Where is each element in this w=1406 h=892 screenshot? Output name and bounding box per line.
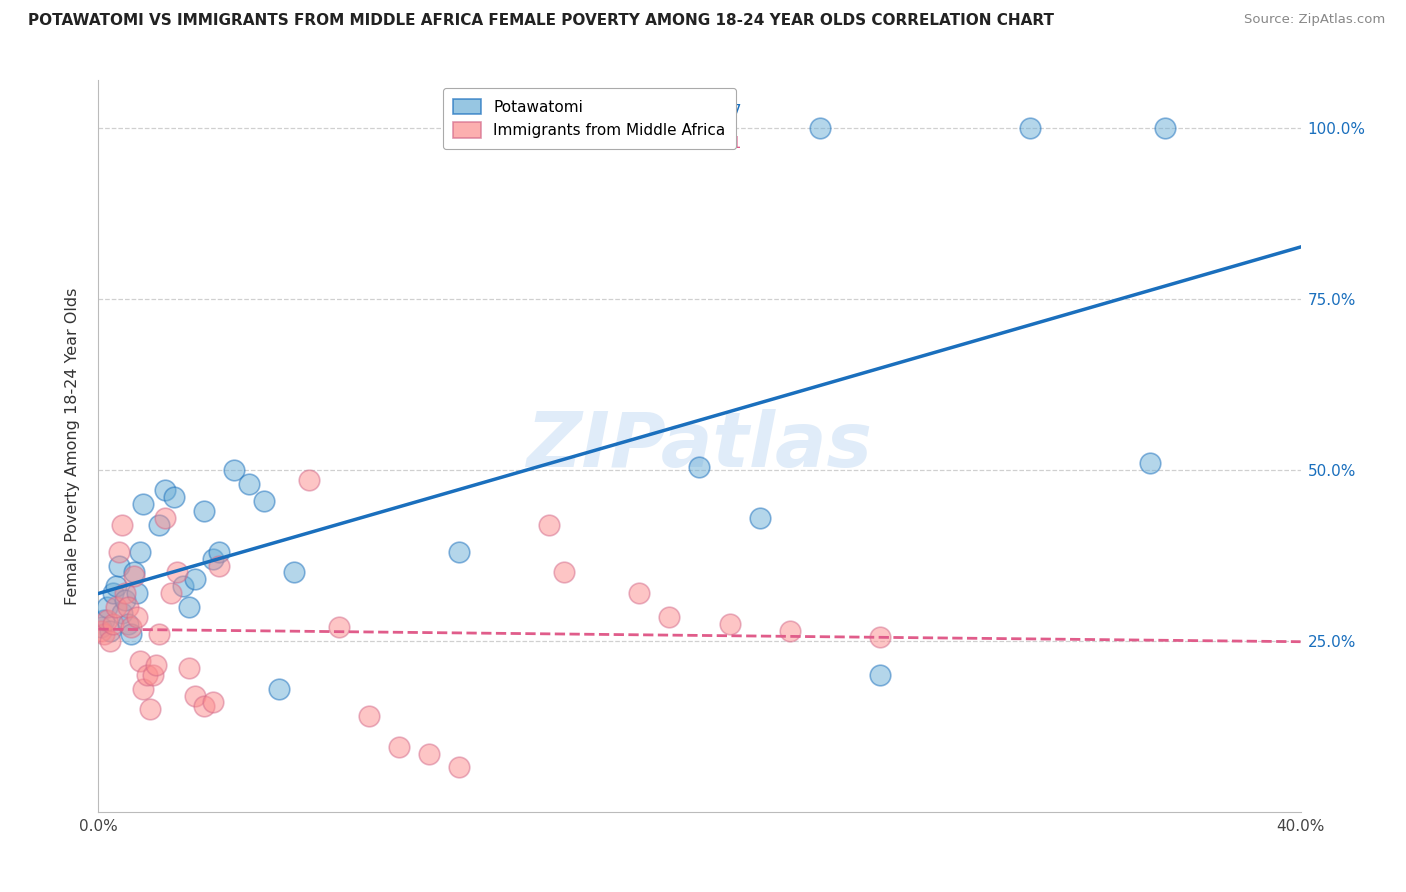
Point [114,592,136,607]
Point [93,613,115,627]
Point [298,473,321,487]
Point [718,616,741,631]
Point [153,510,176,524]
Y-axis label: Female Poverty Among 18-24 Year Olds: Female Poverty Among 18-24 Year Olds [65,287,80,605]
Point [148,627,170,641]
Point [328,620,350,634]
Point [283,566,305,580]
Point [779,624,801,638]
Point [869,668,891,682]
Point [253,493,276,508]
Point [90,620,112,634]
Point [127,610,149,624]
Point [103,586,125,600]
Point [117,599,139,614]
Point [117,616,139,631]
Point [628,586,651,600]
Point [162,490,184,504]
Point [96,599,118,614]
Point [166,566,188,580]
Point [145,657,167,672]
Point [114,586,136,600]
Point [1139,456,1161,470]
Point [121,620,143,634]
Point [108,558,131,573]
Point [1019,121,1042,136]
Point [172,579,194,593]
Point [138,702,160,716]
Point [132,497,155,511]
Text: POTAWATOMI VS IMMIGRANTS FROM MIDDLE AFRICA FEMALE POVERTY AMONG 18-24 YEAR OLDS: POTAWATOMI VS IMMIGRANTS FROM MIDDLE AFR… [28,13,1054,29]
Point [124,566,146,580]
Point [183,572,205,586]
Point [553,566,575,580]
Point [96,613,118,627]
Point [105,599,128,614]
Point [447,760,470,774]
Point [238,476,260,491]
Point [201,695,224,709]
Point [159,586,181,600]
Point [100,633,122,648]
Point [90,624,112,638]
Point [135,668,157,682]
Point [208,558,231,573]
Point [447,545,470,559]
Point [129,545,152,559]
Point [108,545,131,559]
Point [177,661,200,675]
Text: R = 0.092   N = 41: R = 0.092 N = 41 [598,136,742,152]
Text: Source: ZipAtlas.com: Source: ZipAtlas.com [1244,13,1385,27]
Point [177,599,200,614]
Point [689,459,711,474]
Point [132,681,155,696]
Point [100,624,122,638]
Text: ZIPatlas: ZIPatlas [526,409,873,483]
Point [748,510,770,524]
Point [808,121,831,136]
Point [127,586,149,600]
Point [111,517,134,532]
Point [201,551,224,566]
Point [193,698,215,713]
Point [153,483,176,498]
Point [129,654,152,668]
Point [111,607,134,621]
Point [357,709,380,723]
Point [93,627,115,641]
Point [418,747,440,761]
Point [222,463,245,477]
Point [103,616,125,631]
Point [148,517,170,532]
Point [183,689,205,703]
Text: R = 0.567   N = 37: R = 0.567 N = 37 [598,104,742,120]
Point [388,739,411,754]
Point [658,610,681,624]
Point [121,627,143,641]
Point [869,631,891,645]
Point [141,668,163,682]
Point [267,681,290,696]
Point [193,504,215,518]
Point [208,545,231,559]
Point [1154,121,1177,136]
Point [124,569,146,583]
Point [105,579,128,593]
Legend: Potawatomi, Immigrants from Middle Africa: Potawatomi, Immigrants from Middle Afric… [443,88,735,149]
Point [538,517,561,532]
